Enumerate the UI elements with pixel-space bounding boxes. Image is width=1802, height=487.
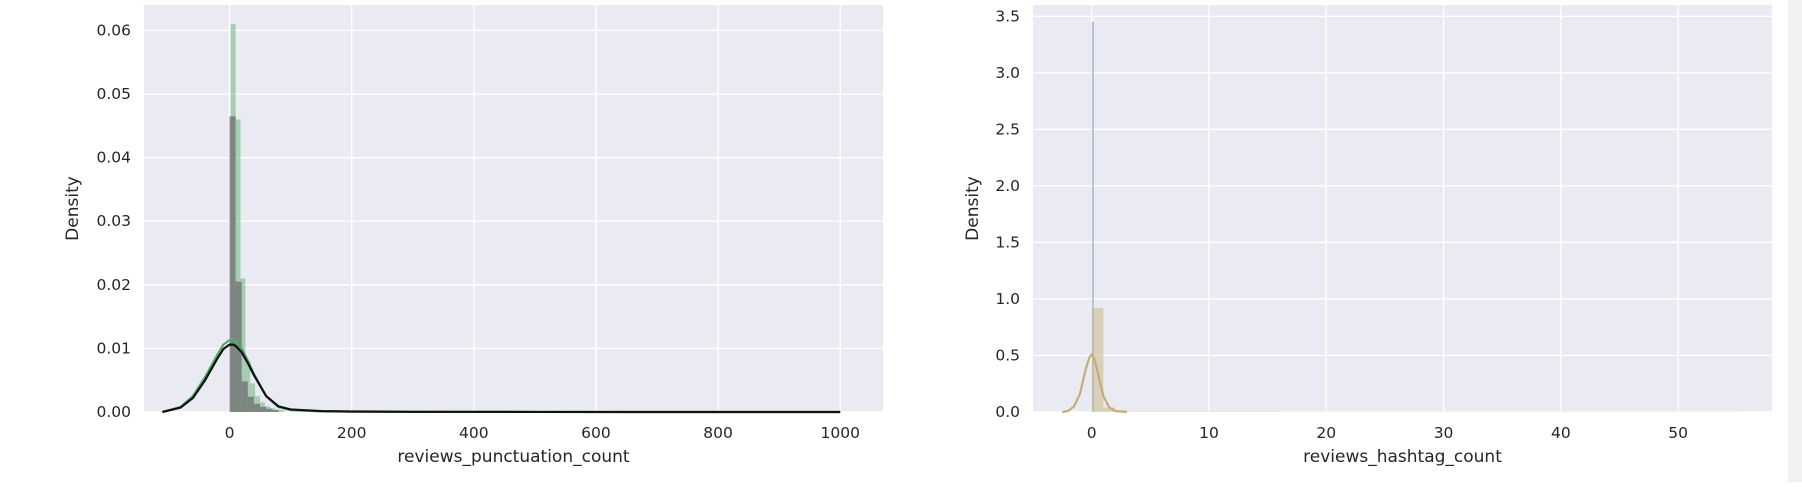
scrollbar[interactable] [1788,0,1802,482]
y-axis-label: Density [963,176,983,241]
histogram-bar [230,116,236,412]
x-tick-label: 0 [1087,424,1097,442]
x-tick-label: 800 [703,424,733,442]
x-axis-label: reviews_hashtag_count [1303,447,1502,467]
x-tick-label: 20 [1316,424,1336,442]
y-tick-label: 3.5 [995,7,1020,25]
y-tick-label: 3.0 [995,64,1020,82]
chart-hashtag-count: 0 10 20 30 40 50 0.0 0.5 1.0 1.5 2.0 2.5 3.0 3.5 revie… [963,5,1772,467]
histogram-bar [248,397,254,412]
y-tick-label: 2.5 [995,120,1020,138]
chart-punctuation-count: 0 200 400 600 800 1000 0.00 0.01 0.02 0.03 0.04 0.0… [63,5,883,467]
x-axis-label: reviews_punctuation_count [397,447,629,467]
y-tick-label: 0.04 [96,149,131,167]
histogram-bar [1092,308,1104,412]
y-tick-label: 0.05 [96,85,131,103]
histogram-bar [266,409,272,412]
x-tick-label: 40 [1551,424,1571,442]
plot-area [144,5,883,412]
histogram-bar [280,410,285,412]
y-tick-label: 0.03 [96,212,131,230]
x-tick-label: 50 [1668,424,1688,442]
y-tick-label: 0.02 [96,276,131,294]
y-tick-label: 1.0 [995,290,1020,308]
x-tick-label: 200 [337,424,367,442]
x-tick-label: 10 [1199,424,1219,442]
plot-area [1033,5,1772,412]
y-tick-label: 1.5 [995,233,1020,251]
x-tick-label: 1000 [821,424,860,442]
y-tick-label: 0.00 [96,403,131,421]
histogram-bar [260,407,266,412]
y-axis-label: Density [63,176,83,241]
x-tick-label: 0 [225,424,235,442]
histogram-bar [272,410,278,412]
y-tick-label: 0.06 [96,21,131,39]
y-tick-label: 0.01 [96,339,131,357]
histogram-bar [254,404,260,412]
y-tick-label: 0.5 [995,346,1020,364]
x-tick-label: 400 [459,424,489,442]
x-tick-label: 600 [581,424,611,442]
y-tick-label: 2.0 [995,177,1020,195]
histogram-bar [242,381,248,412]
x-tick-label: 30 [1434,424,1454,442]
y-tick-label: 0.0 [995,403,1020,421]
